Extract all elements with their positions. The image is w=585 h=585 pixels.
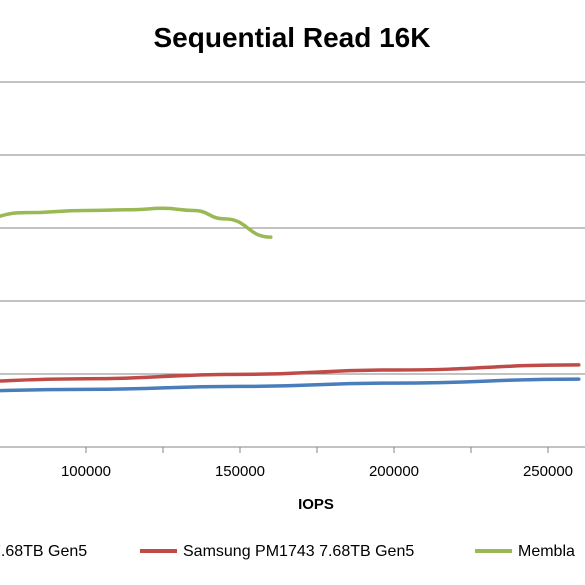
legend: 7.68TB Gen5 Samsung PM1743 7.68TB Gen5 Mem…: [0, 543, 575, 560]
legend-label: 7.68TB Gen5: [0, 543, 87, 560]
series-line-2: [0, 363, 581, 383]
series-line-1: [0, 377, 581, 393]
x-tick-label: 100000: [61, 463, 111, 480]
x-tick-label: 250000: [523, 463, 573, 480]
gridlines: [0, 81, 585, 375]
chart-title: Sequential Read 16K: [154, 22, 431, 53]
x-tick-label: 200000: [369, 463, 419, 480]
series-line-3: [0, 206, 273, 239]
legend-label: Membla: [518, 543, 575, 560]
x-tick-labels: 100000 150000 200000 250000: [61, 463, 573, 480]
x-tick-marks: [85, 447, 549, 453]
series-lines: [0, 206, 581, 393]
x-tick-label: 150000: [215, 463, 265, 480]
x-axis-label: IOPS: [298, 496, 334, 513]
legend-label: Samsung PM1743 7.68TB Gen5: [183, 543, 414, 560]
